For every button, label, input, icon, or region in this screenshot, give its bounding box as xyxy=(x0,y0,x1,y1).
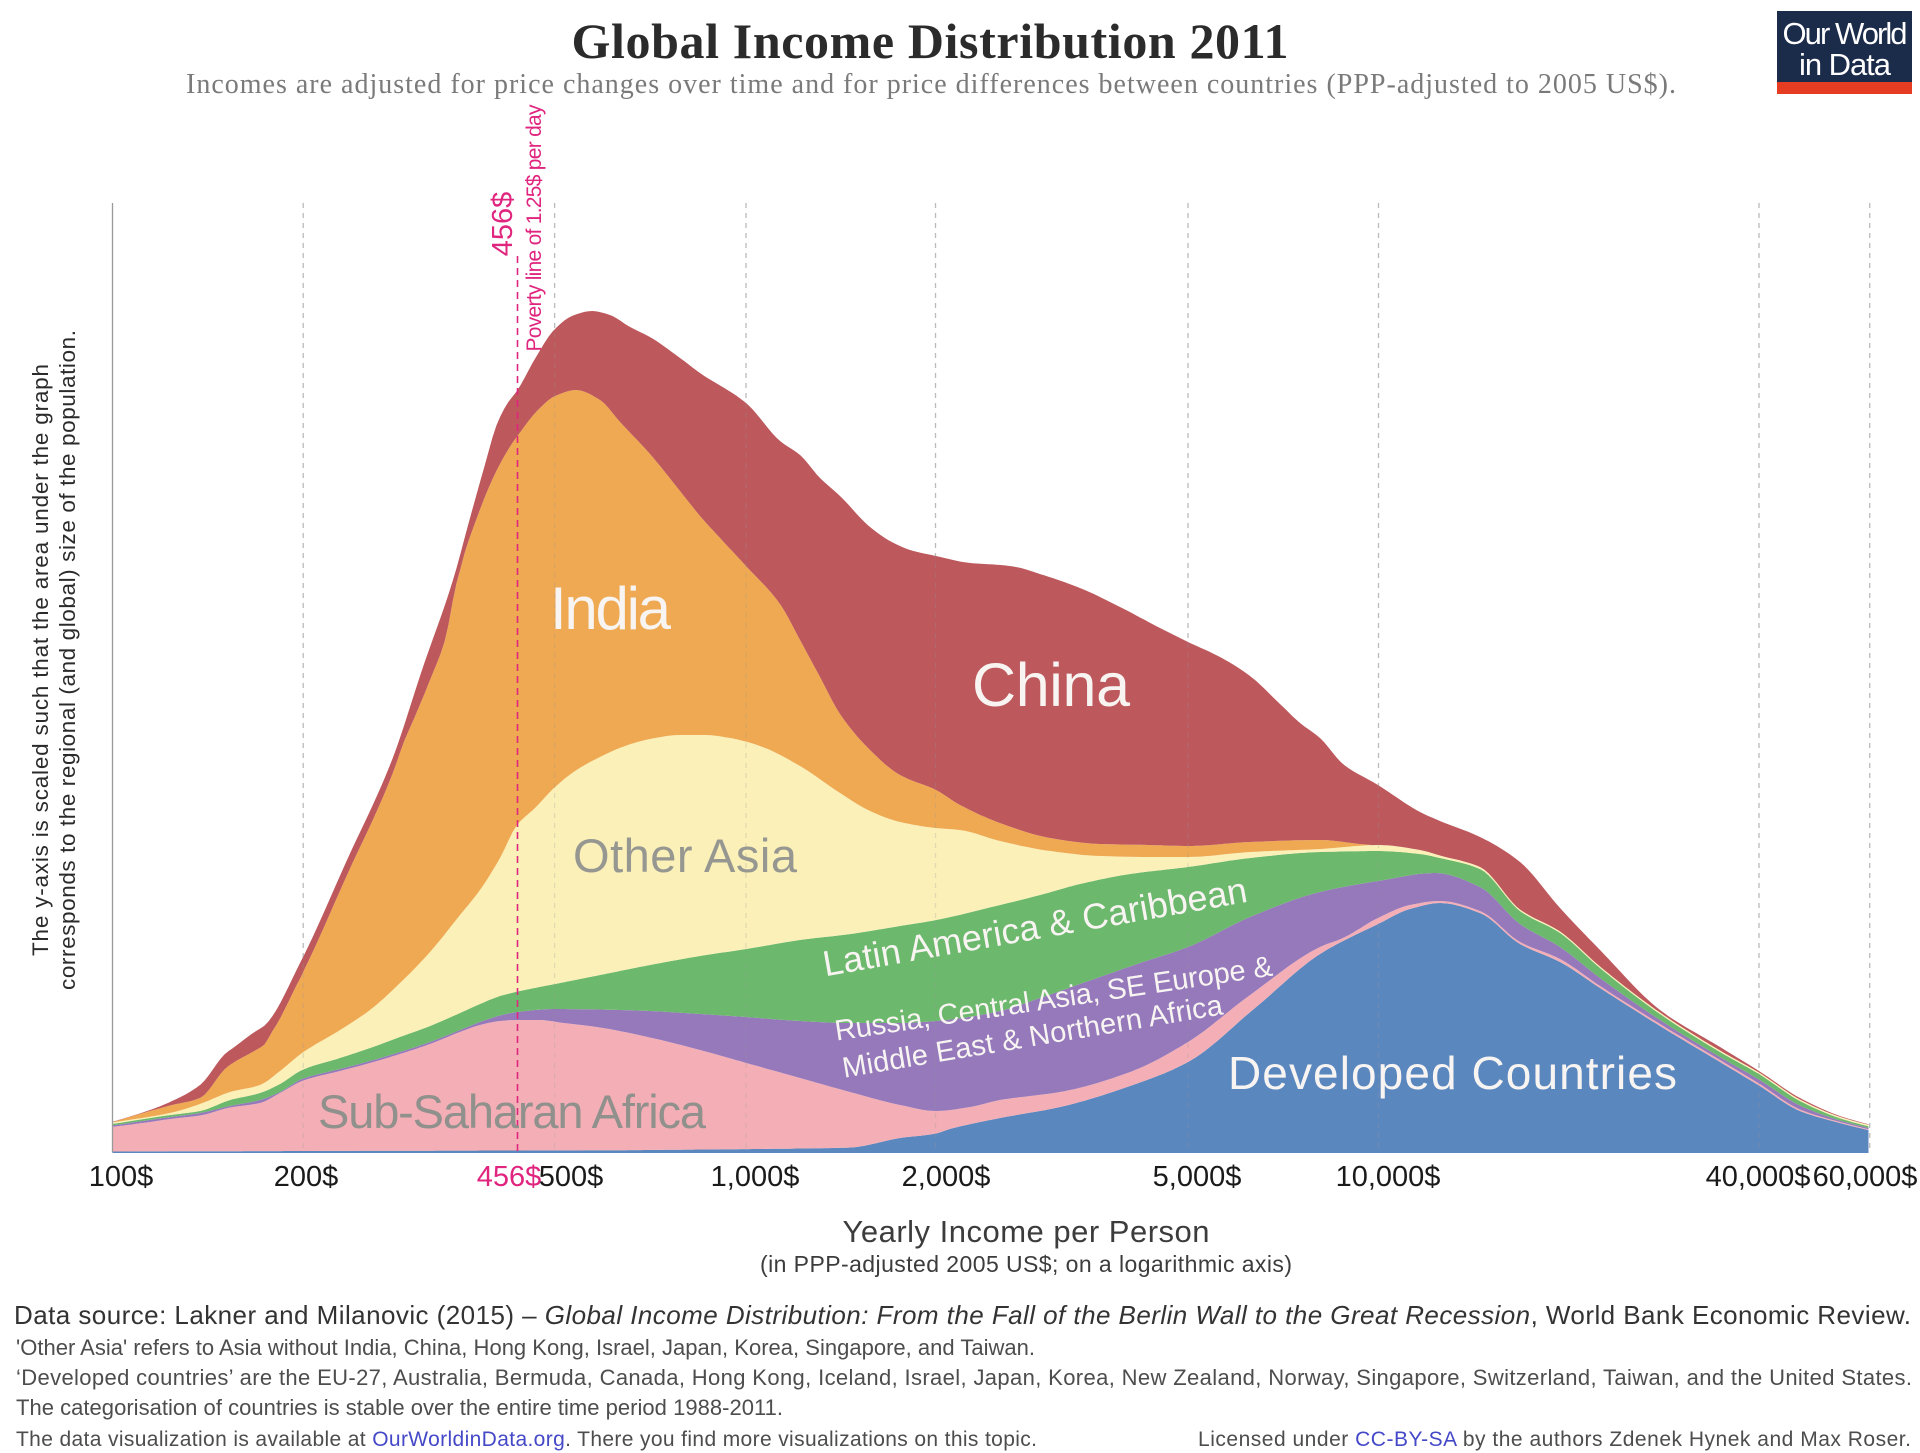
svg-text:‘Developed countries’ are the: ‘Developed countries’ are the EU-27, Aus… xyxy=(16,1365,1912,1390)
svg-text:India: India xyxy=(550,575,672,642)
svg-text:Poverty line of 1.25$ per day: Poverty line of 1.25$ per day xyxy=(523,104,546,352)
svg-text:456$: 456$ xyxy=(487,192,519,257)
svg-text:500$: 500$ xyxy=(539,1161,604,1193)
svg-text:corresponds to the regional (a: corresponds to the regional (and global)… xyxy=(55,330,80,990)
svg-text:Developed Countries: Developed Countries xyxy=(1228,1047,1677,1099)
svg-text:Other Asia: Other Asia xyxy=(573,829,798,882)
svg-text:Yearly Income per Person: Yearly Income per Person xyxy=(843,1214,1210,1249)
svg-text:60,000$: 60,000$ xyxy=(1813,1161,1918,1193)
svg-text:200$: 200$ xyxy=(274,1161,339,1193)
svg-text:in Data: in Data xyxy=(1799,47,1892,82)
svg-text:40,000$: 40,000$ xyxy=(1706,1161,1811,1193)
svg-text:The data visualization is avai: The data visualization is available at O… xyxy=(16,1428,1037,1451)
svg-text:Our World: Our World xyxy=(1783,16,1908,51)
svg-text:2,000$: 2,000$ xyxy=(902,1161,991,1193)
svg-text:China: China xyxy=(972,651,1130,719)
svg-text:1,000$: 1,000$ xyxy=(711,1161,800,1193)
svg-text:10,000$: 10,000$ xyxy=(1336,1161,1441,1193)
svg-text:Licensed under CC-BY-SA by the: Licensed under CC-BY-SA by the authors Z… xyxy=(1198,1428,1911,1451)
svg-text:(in PPP-adjusted 2005 US$; on: (in PPP-adjusted 2005 US$; on a logarith… xyxy=(760,1251,1292,1277)
svg-text:Incomes are adjusted for price: Incomes are adjusted for price changes o… xyxy=(186,69,1676,100)
svg-text:5,000$: 5,000$ xyxy=(1153,1161,1242,1193)
svg-text:'Other Asia' refers to Asia wi: 'Other Asia' refers to Asia without Indi… xyxy=(16,1335,1035,1360)
svg-text:The categorisation of countrie: The categorisation of countries is stabl… xyxy=(16,1395,783,1420)
svg-text:Data source: Lakner and Milano: Data source: Lakner and Milanovic (2015)… xyxy=(14,1300,1911,1330)
svg-text:Global Income Distribution 201: Global Income Distribution 2011 xyxy=(572,13,1289,69)
svg-text:456$: 456$ xyxy=(477,1161,542,1193)
svg-text:100$: 100$ xyxy=(89,1161,154,1193)
svg-text:Sub-Saharan Africa: Sub-Saharan Africa xyxy=(318,1085,707,1138)
svg-text:The y-axis is scaled such that: The y-axis is scaled such that the area … xyxy=(28,364,53,956)
